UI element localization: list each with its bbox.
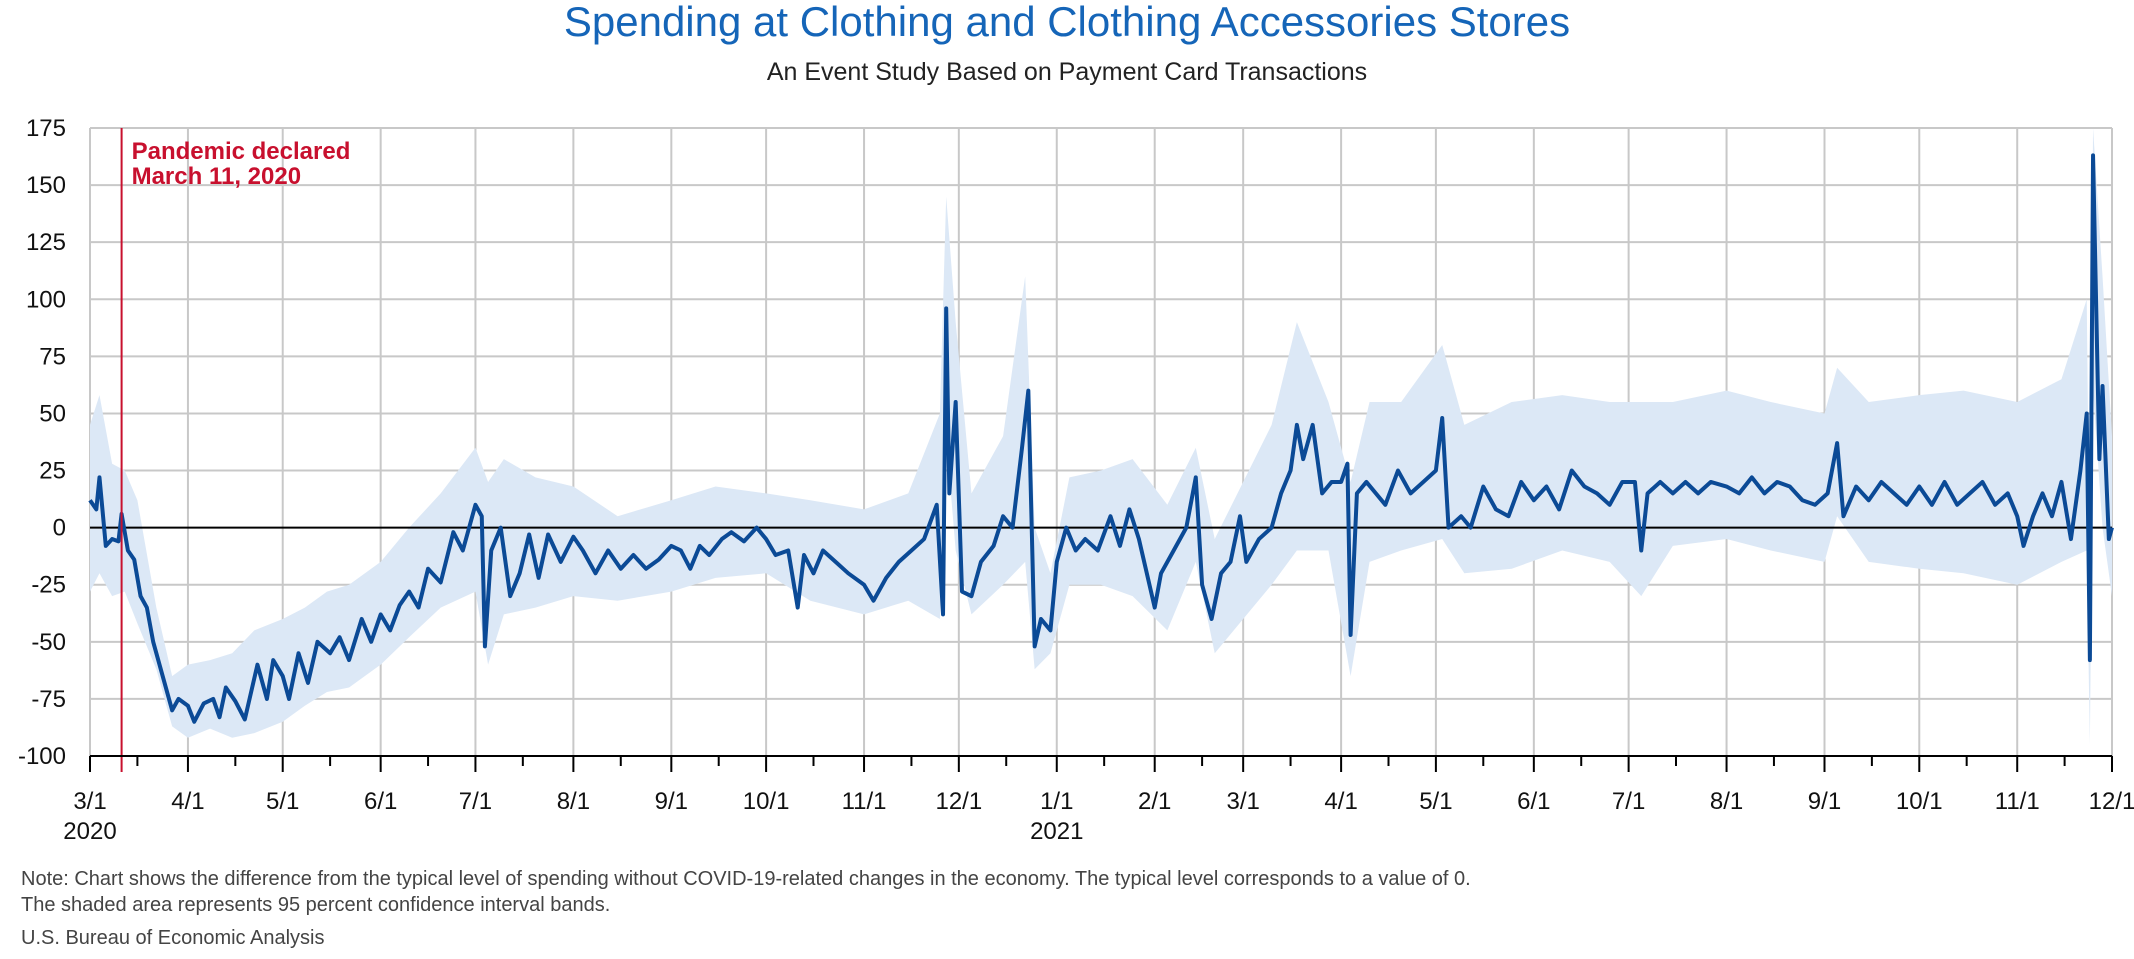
y-tick-label: -100 [18, 743, 66, 770]
spending-series-line [88, 153, 2114, 724]
x-tick-label: 7/1 [1612, 788, 1645, 815]
x-tick-label: 11/1 [1995, 788, 2040, 815]
x-tick-label: 6/1 [1517, 788, 1550, 815]
y-tick-label: 175 [26, 115, 66, 142]
y-tick-label: 100 [26, 286, 66, 313]
x-tick-label: 5/1 [1419, 788, 1452, 815]
annotation-line-2: March 11, 2020 [132, 163, 301, 190]
x-tick-label: 12/1 [2089, 788, 2134, 815]
chart-note: Note: Chart shows the difference from th… [21, 866, 1471, 918]
chart-source: U.S. Bureau of Economic Analysis [21, 927, 325, 949]
chart-subtitle: An Event Study Based on Payment Card Tra… [766, 58, 1368, 86]
x-tick-label: 7/1 [459, 788, 492, 815]
x-tick-label: 10/1 [1896, 788, 1943, 815]
x-tick-label: 8/1 [557, 788, 590, 815]
x-tick-label: 9/1 [655, 788, 688, 815]
y-tick-label: -75 [31, 686, 66, 713]
x-tick-label: 12/1 [935, 788, 982, 815]
x-tick-label: 4/1 [1324, 788, 1357, 815]
x-tick-label: 6/1 [364, 788, 397, 815]
series-lines [88, 153, 2114, 724]
y-tick-label: 125 [26, 229, 66, 256]
axes: 175 150 125 100 75 50 25 0 -25 -50 -75 -100 3/1 4/1 5/… [18, 115, 2134, 845]
y-tick-label: 50 [39, 400, 66, 427]
x-tick-label: 9/1 [1808, 788, 1841, 815]
x-tick-label: 2/1 [1138, 788, 1171, 815]
annotation-line-1: Pandemic declared [132, 138, 351, 165]
chart-title: Spending at Clothing and Clothing Access… [563, 0, 1571, 45]
y-tick-label: 150 [26, 172, 66, 199]
x-tick-label: 3/1 [73, 788, 106, 815]
note-line-2: The shaded area represents 95 percent co… [21, 894, 611, 916]
y-tick-label: 0 [53, 515, 66, 542]
x-tick-label: 8/1 [1710, 788, 1743, 815]
confidence-band-area [90, 128, 2112, 745]
y-tick-label: 75 [39, 343, 66, 370]
x-tick-label: 5/1 [266, 788, 299, 815]
y-tick-label: -50 [31, 629, 66, 656]
x-year-label: 2021 [1030, 818, 1083, 845]
x-tick-label: 4/1 [171, 788, 204, 815]
note-line-1: Note: Chart shows the difference from th… [21, 868, 1471, 890]
y-tick-label: 25 [39, 458, 66, 485]
x-year-label: 2020 [63, 818, 116, 845]
x-tick-label: 3/1 [1226, 788, 1259, 815]
x-tick-label: 11/1 [842, 788, 887, 815]
x-tick-label: 1/1 [1040, 788, 1073, 815]
confidence-band [90, 128, 2112, 745]
x-tick-label: 10/1 [743, 788, 790, 815]
y-tick-label: -25 [31, 572, 66, 599]
